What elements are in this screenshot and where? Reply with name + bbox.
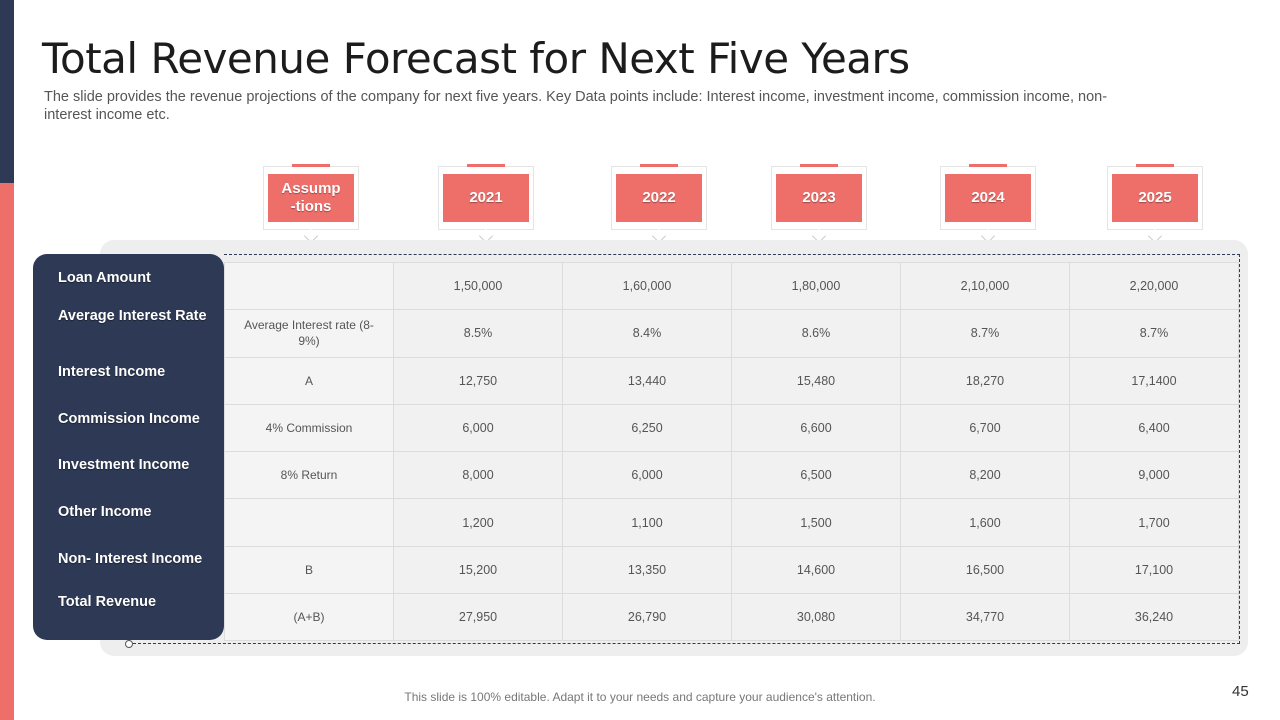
header-tick — [640, 164, 678, 167]
table-cell: 2,10,000 — [900, 261, 1070, 311]
accent-bar-coral — [0, 183, 14, 720]
table-cell: 6,600 — [731, 403, 901, 453]
dashed-border — [128, 254, 1240, 644]
table-row: 1,50,000 1,60,000 1,80,000 2,10,000 2,20… — [224, 261, 1239, 311]
row-label-loan-amount: Loan Amount — [58, 270, 151, 286]
table-cell: 1,500 — [731, 498, 901, 547]
table-cell: 1,50,000 — [393, 261, 563, 311]
table-cell: A — [224, 356, 394, 405]
table-cell: Average Interest rate (8-9%) — [224, 309, 394, 358]
table-cell: 2,20,000 — [1069, 261, 1239, 311]
dashed-border-top — [224, 254, 1240, 255]
header-label: 2025 — [1112, 174, 1198, 222]
row-label-other-income: Other Income — [58, 504, 152, 520]
table-cell: 1,60,000 — [562, 261, 732, 311]
table-cell: 30,080 — [731, 593, 901, 642]
table-cell: 17,100 — [1069, 545, 1239, 595]
header-label: 2023 — [776, 174, 862, 222]
row-label-commission-income: Commission Income — [58, 411, 200, 427]
row-label-interest-income: Interest Income — [58, 364, 166, 380]
table-cell: 13,350 — [562, 545, 732, 595]
table-cell: 6,500 — [731, 451, 901, 500]
table-cell: 1,100 — [562, 498, 732, 547]
row-label-total-revenue: Total Revenue — [58, 594, 157, 610]
table-cell: 9,000 — [1069, 451, 1239, 500]
page-number: 45 — [1232, 683, 1249, 700]
table-cell: 1,200 — [393, 498, 563, 547]
header-label: 2022 — [616, 174, 702, 222]
header-2022: 2022 — [611, 164, 707, 244]
table-cell: 1,700 — [1069, 498, 1239, 547]
table-cell: 4% Commission — [224, 403, 394, 453]
table-cell: 6,700 — [900, 403, 1070, 453]
table-cell: 6,250 — [562, 403, 732, 453]
table-cell — [224, 498, 394, 547]
row-label-panel — [33, 254, 224, 640]
row-label-investment-income: Investment Income — [58, 457, 190, 473]
header-label: Assump -tions — [268, 174, 354, 222]
table-cell: 8,000 — [393, 451, 563, 500]
row-label-average-interest-rate: Average Interest Rate — [58, 308, 207, 324]
table-cell: 14,600 — [731, 545, 901, 595]
page-subtitle: The slide provides the revenue projectio… — [44, 89, 1108, 123]
header-tick — [292, 164, 330, 167]
table-cell: 8,200 — [900, 451, 1070, 500]
table-row: B 15,200 13,350 14,600 16,500 17,100 — [224, 545, 1239, 595]
header-assumptions: Assump -tions — [263, 164, 359, 244]
table-row: 8% Return 8,000 6,000 6,500 8,200 9,000 — [224, 451, 1239, 500]
table-cell: 1,600 — [900, 498, 1070, 547]
table-cell: 8.7% — [900, 309, 1070, 358]
forecast-table: 1,50,000 1,60,000 1,80,000 2,10,000 2,20… — [224, 261, 1239, 642]
table-cell: 17,1400 — [1069, 356, 1239, 405]
table-cell — [224, 261, 394, 311]
page-title: Total Revenue Forecast for Next Five Yea… — [42, 34, 910, 83]
header-2023: 2023 — [771, 164, 867, 244]
header-tick — [969, 164, 1007, 167]
accent-bar-navy — [0, 0, 14, 183]
table-cell: 8.6% — [731, 309, 901, 358]
table-cell: 34,770 — [900, 593, 1070, 642]
table-cell: B — [224, 545, 394, 595]
table-cell: 8.7% — [1069, 309, 1239, 358]
table-cell: 36,240 — [1069, 593, 1239, 642]
table-cell: 8.4% — [562, 309, 732, 358]
header-tick — [800, 164, 838, 167]
table-cell: (A+B) — [224, 593, 394, 642]
header-tick — [1136, 164, 1174, 167]
header-label: 2024 — [945, 174, 1031, 222]
table-row: (A+B) 27,950 26,790 30,080 34,770 36,240 — [224, 593, 1239, 642]
table-cell: 8.5% — [393, 309, 563, 358]
table-cell: 8% Return — [224, 451, 394, 500]
table-row: 4% Commission 6,000 6,250 6,600 6,700 6,… — [224, 403, 1239, 453]
header-label: 2021 — [443, 174, 529, 222]
table-cell: 6,000 — [562, 451, 732, 500]
table-cell: 13,440 — [562, 356, 732, 405]
footer-note: This slide is 100% editable. Adapt it to… — [404, 690, 876, 704]
header-2021: 2021 — [438, 164, 534, 244]
table-cell: 1,80,000 — [731, 261, 901, 311]
header-tick — [467, 164, 505, 167]
table-cell: 16,500 — [900, 545, 1070, 595]
table-cell: 18,270 — [900, 356, 1070, 405]
table-cell: 12,750 — [393, 356, 563, 405]
header-2025: 2025 — [1107, 164, 1203, 244]
header-2024: 2024 — [940, 164, 1036, 244]
table-cell: 6,400 — [1069, 403, 1239, 453]
table-cell: 27,950 — [393, 593, 563, 642]
connector-dot — [125, 640, 133, 648]
table-cell: 6,000 — [393, 403, 563, 453]
table-row: 1,200 1,100 1,500 1,600 1,700 — [224, 498, 1239, 547]
row-label-non-interest-income: Non- Interest Income — [58, 551, 203, 567]
table-row: Average Interest rate (8-9%) 8.5% 8.4% 8… — [224, 309, 1239, 358]
table-row: A 12,750 13,440 15,480 18,270 17,1400 — [224, 356, 1239, 405]
table-cell: 15,200 — [393, 545, 563, 595]
table-cell: 26,790 — [562, 593, 732, 642]
table-cell: 15,480 — [731, 356, 901, 405]
